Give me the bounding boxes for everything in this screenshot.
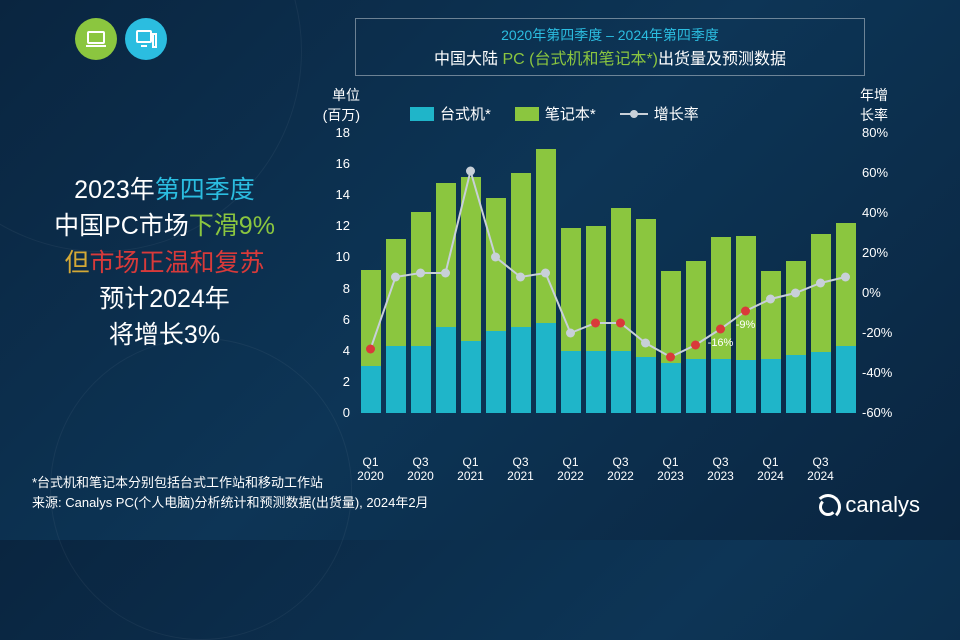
y-axis-left-label: 单位(百万): [300, 85, 360, 125]
laptop-icon: [75, 18, 117, 60]
title-main: 中国大陆 PC (台式机和笔记本*)出货量及预测数据: [372, 45, 848, 69]
canalys-logo: canalys: [815, 492, 920, 518]
chart-area: 单位(百万) 年增长率 台式机* 笔记本* 增长率 02468101214161…: [300, 85, 910, 465]
legend-notebook: 笔记本*: [515, 103, 596, 124]
y-axis-right-label: 年增长率: [860, 85, 910, 125]
plot-area: 024681012141618 -60%-40%-20%0%20%40%60%8…: [358, 133, 858, 413]
y-axis-right: -60%-40%-20%0%20%40%60%80%: [862, 133, 900, 413]
logo-mark-icon: [815, 494, 837, 516]
y-axis-left: 024681012141618: [320, 133, 350, 413]
desktop-icon: [125, 18, 167, 60]
growth-line: [358, 133, 858, 413]
header-icons: [75, 18, 167, 60]
summary-text: 2023年第四季度 中国PC市场下滑9% 但市场正温和复苏 预计2024年 将增…: [32, 172, 297, 353]
title-subtitle: 2020年第四季度 – 2024年第四季度: [372, 25, 848, 45]
legend-desktop: 台式机*: [410, 103, 491, 124]
footnote: *台式机和笔记本分别包括台式工作站和移动工作站 来源: Canalys PC(个…: [32, 473, 429, 512]
title-box: 2020年第四季度 – 2024年第四季度 中国大陆 PC (台式机和笔记本*)…: [355, 18, 865, 76]
legend: 台式机* 笔记本* 增长率: [410, 103, 699, 124]
legend-growth: 增长率: [620, 103, 699, 124]
